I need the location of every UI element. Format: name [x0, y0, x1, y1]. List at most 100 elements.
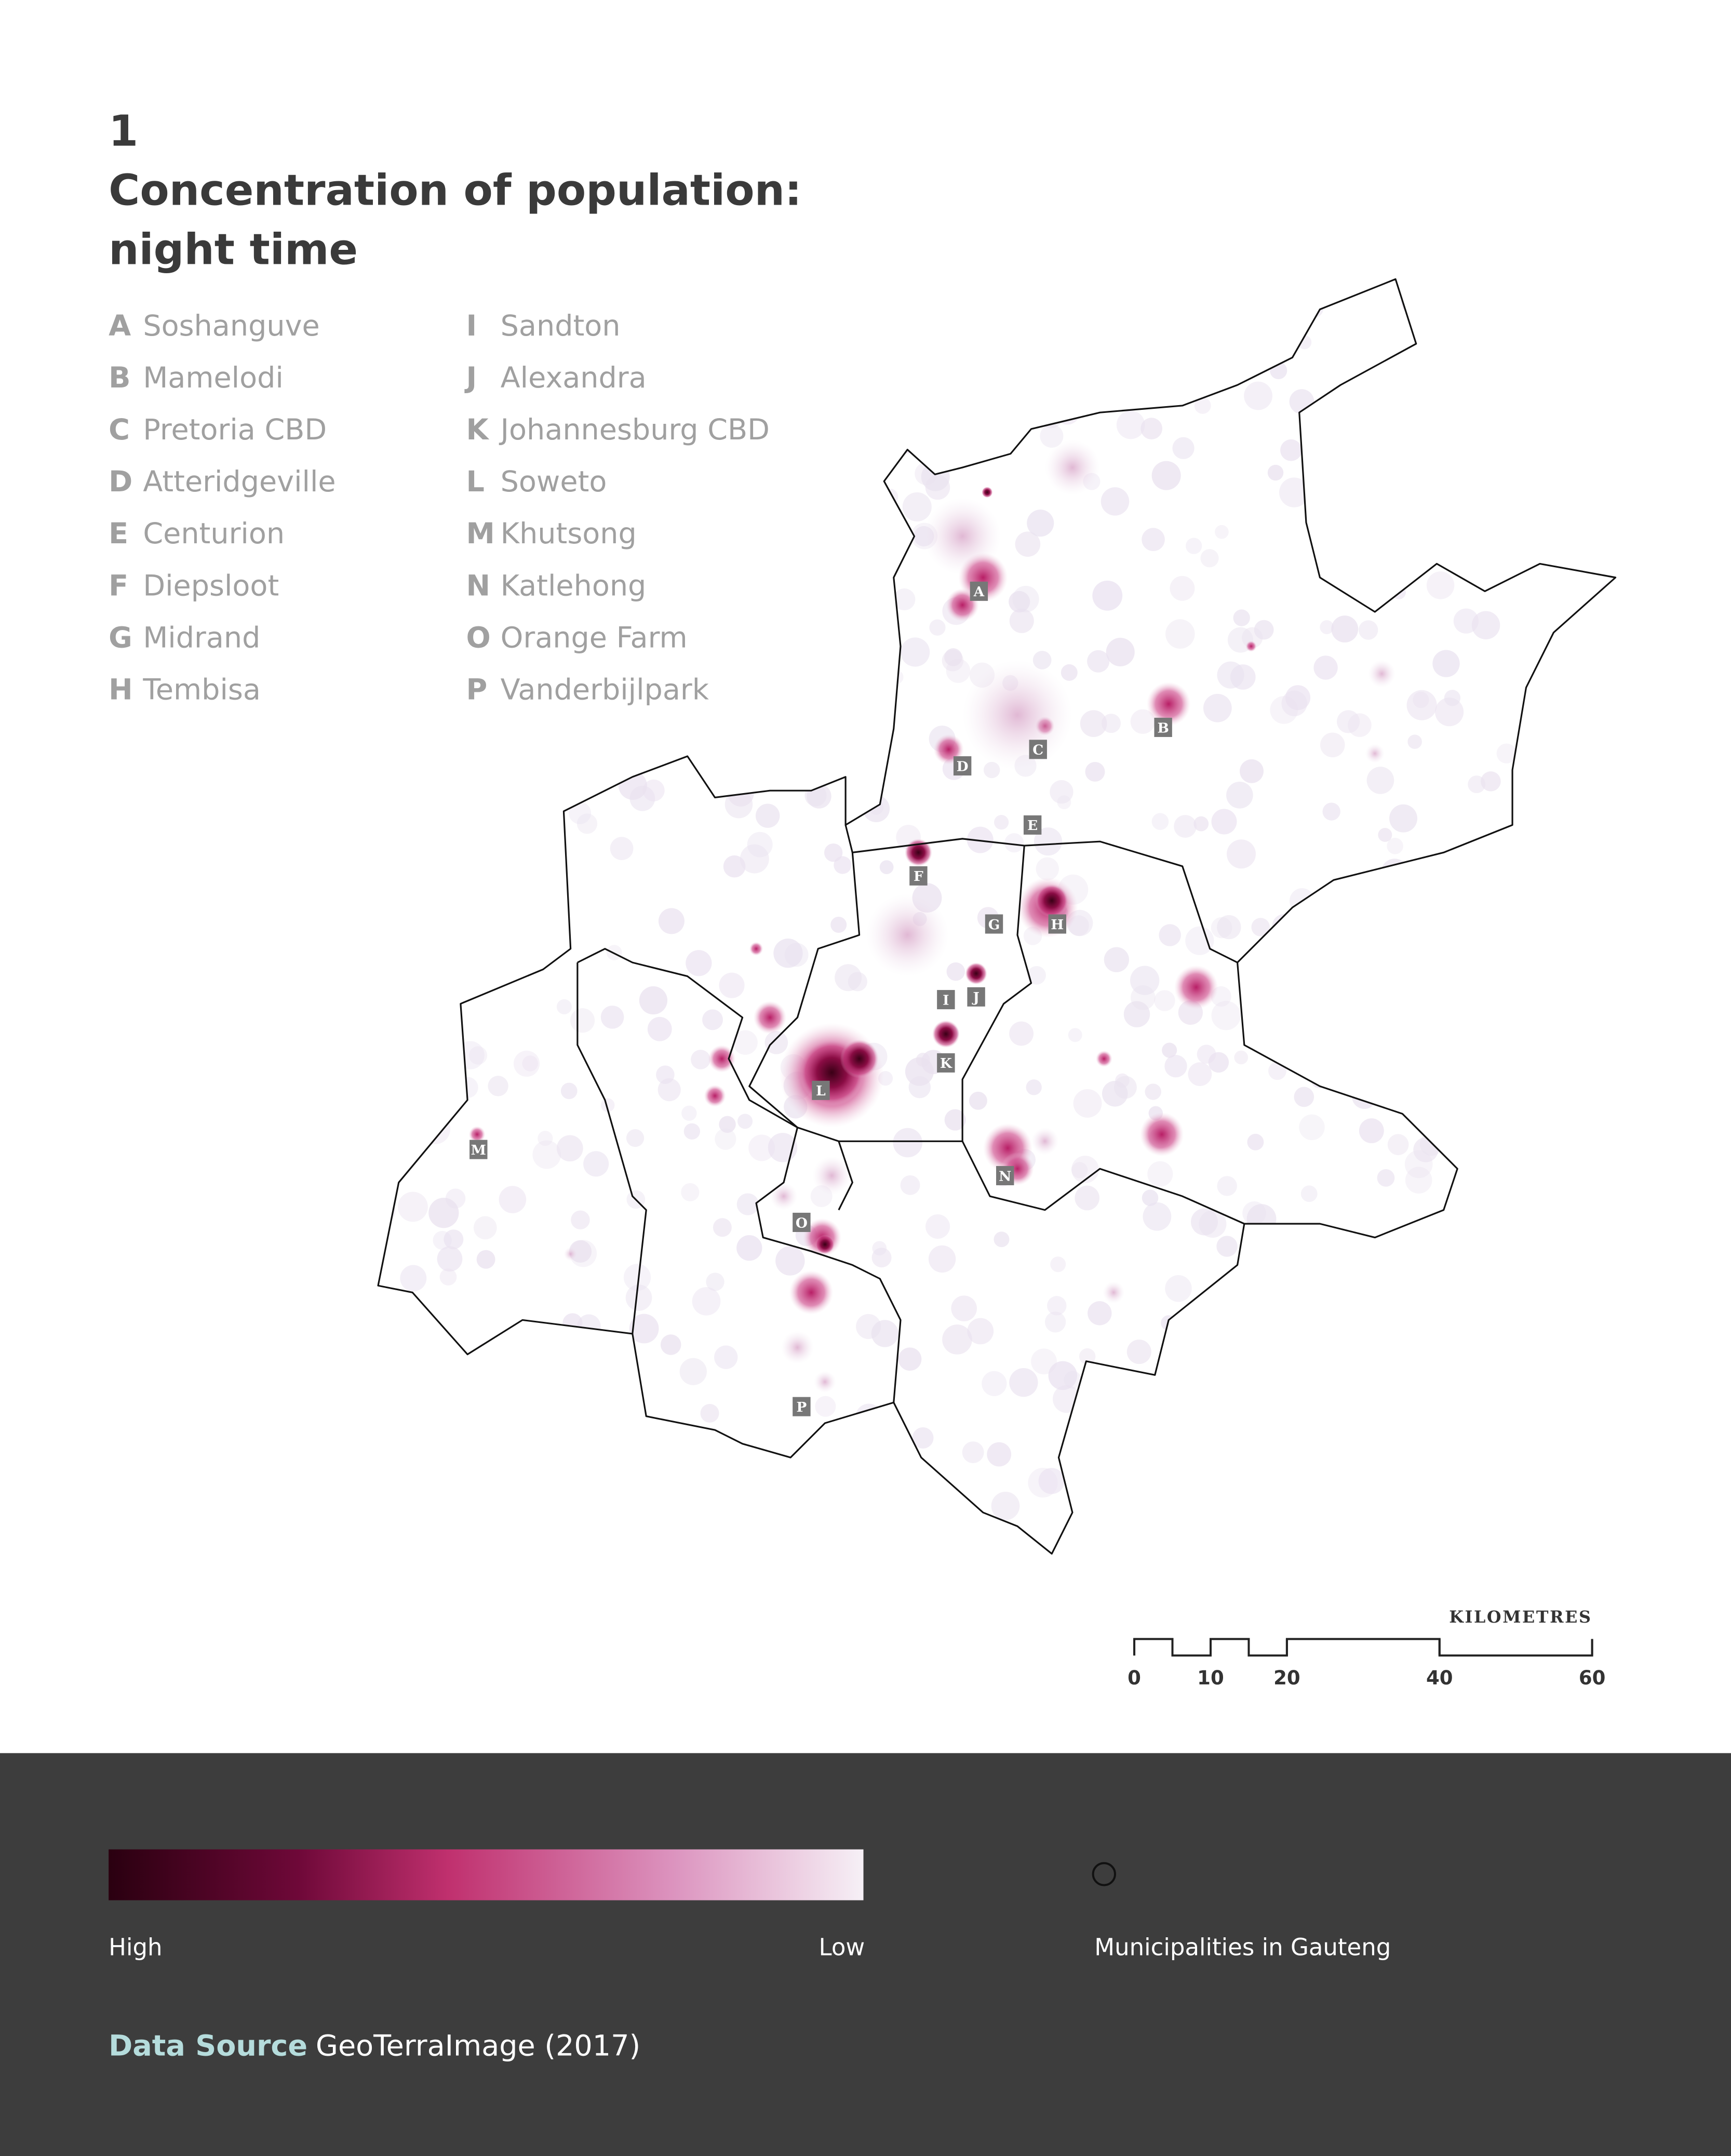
heat-dot — [1451, 1131, 1473, 1154]
heat-dot — [1075, 1185, 1100, 1211]
heat-dot — [1515, 1143, 1540, 1168]
heat-dot — [1217, 1176, 1237, 1196]
heat-dot — [1558, 294, 1585, 320]
legend-name: Soshanguve — [143, 309, 319, 343]
heat-dot — [1307, 956, 1332, 982]
map-label-box — [985, 914, 1003, 934]
heat-dot — [1254, 1302, 1276, 1323]
heat-blob — [815, 1235, 835, 1254]
heat-dot — [1294, 1463, 1318, 1487]
heat-dot — [848, 972, 867, 992]
heat-dot — [1406, 690, 1437, 720]
boundary-symbol — [1092, 1862, 1116, 1886]
heat-blob — [753, 1001, 787, 1034]
heat-dot — [1027, 966, 1046, 985]
heat-dot — [1125, 1476, 1143, 1493]
heat-dot — [1421, 1027, 1452, 1058]
heat-dot — [1504, 1426, 1524, 1447]
heat-dot — [479, 395, 494, 410]
heat-dot — [1600, 1250, 1616, 1274]
heat-dot — [1520, 1533, 1545, 1554]
legend-name: Diepsloot — [143, 569, 279, 602]
heat-dot — [1031, 1348, 1057, 1375]
heat-dot — [1136, 279, 1166, 308]
heat-dot — [1160, 285, 1183, 308]
heat-dot — [854, 693, 885, 724]
heat-dot — [660, 1334, 681, 1355]
heat-dot — [1507, 1199, 1533, 1224]
heat-dot — [388, 543, 404, 558]
heat-dot — [1174, 815, 1197, 838]
heat-dot — [753, 332, 779, 359]
heat-dot — [1487, 1316, 1507, 1336]
heat-dot — [1313, 1318, 1329, 1333]
heat-dot — [1234, 1449, 1249, 1464]
heat-dot — [1424, 1411, 1440, 1427]
heat-dot — [1211, 917, 1232, 939]
heat-dot — [1389, 1431, 1418, 1460]
heat-dot — [1389, 804, 1418, 833]
heat-dot — [1441, 1233, 1460, 1253]
heat-dot — [820, 417, 841, 438]
heat-dot — [893, 588, 916, 611]
heat-dot — [1585, 879, 1603, 897]
map-label-box — [937, 1053, 955, 1073]
heat-dot — [946, 659, 971, 683]
heat-dot — [626, 308, 643, 325]
heat-dot — [457, 722, 479, 744]
heat-dot — [1462, 1361, 1493, 1392]
legend-name: Orange Farm — [501, 621, 688, 654]
heat-dot — [871, 1248, 892, 1268]
heat-dot — [1575, 460, 1598, 483]
legend-letter: I — [466, 309, 477, 343]
heat-dot — [1050, 780, 1074, 804]
map-label-box — [970, 581, 988, 601]
heat-dot — [1386, 1302, 1413, 1328]
heat-dot — [1299, 1114, 1325, 1141]
heat-dot — [560, 1082, 578, 1100]
heat-dot — [863, 795, 890, 823]
heat-dot — [1116, 304, 1145, 333]
legend-name: Alexandra — [501, 361, 647, 395]
heat-dot — [439, 1268, 457, 1285]
heat-dot — [1447, 1306, 1465, 1324]
heat-dot — [1036, 857, 1059, 881]
map-label-box — [937, 990, 955, 1010]
map-label: H — [1051, 917, 1064, 933]
heat-dot — [1188, 1062, 1212, 1086]
heat-dot — [1560, 1114, 1586, 1140]
heat-dot — [742, 379, 758, 394]
heat-dot — [681, 1183, 700, 1201]
heat-dot — [835, 964, 862, 992]
heat-dot — [1221, 279, 1249, 294]
heat-dot — [479, 388, 500, 409]
heat-dot — [1284, 1417, 1299, 1433]
map-label-box — [967, 987, 985, 1007]
heat-dot — [1240, 759, 1264, 783]
map-label: D — [957, 758, 969, 774]
heat-dot — [1567, 365, 1594, 392]
heat-dot — [1197, 1044, 1216, 1064]
color-ramp — [109, 1849, 864, 1900]
heat-dot — [378, 1496, 406, 1524]
heat-dot — [1254, 620, 1274, 640]
heat-dot — [606, 1502, 629, 1525]
heat-dot — [1397, 1455, 1414, 1471]
heat-dot — [396, 984, 410, 998]
heat-dot — [1211, 1001, 1241, 1030]
heat-dot — [1563, 525, 1586, 548]
heat-dot — [476, 1250, 495, 1269]
heat-dot — [984, 761, 1000, 779]
heat-dot — [872, 1241, 887, 1256]
heat-dot — [385, 481, 400, 497]
heat-dot — [781, 1478, 800, 1498]
heat-dot — [1211, 809, 1237, 835]
legend-letter: J — [464, 361, 477, 395]
heat-dot — [656, 1065, 675, 1084]
heat-dot — [1378, 827, 1392, 842]
heat-dot — [1215, 525, 1229, 539]
map-label: E — [1027, 818, 1038, 834]
heat-dot — [570, 1008, 595, 1033]
map-label-box — [996, 1166, 1014, 1185]
